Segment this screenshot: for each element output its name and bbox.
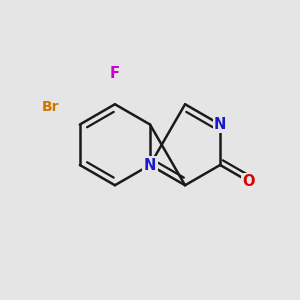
Text: Br: Br [41,100,59,114]
Text: F: F [110,66,120,81]
Text: N: N [144,158,156,172]
Text: N: N [214,117,226,132]
Text: O: O [243,174,255,189]
